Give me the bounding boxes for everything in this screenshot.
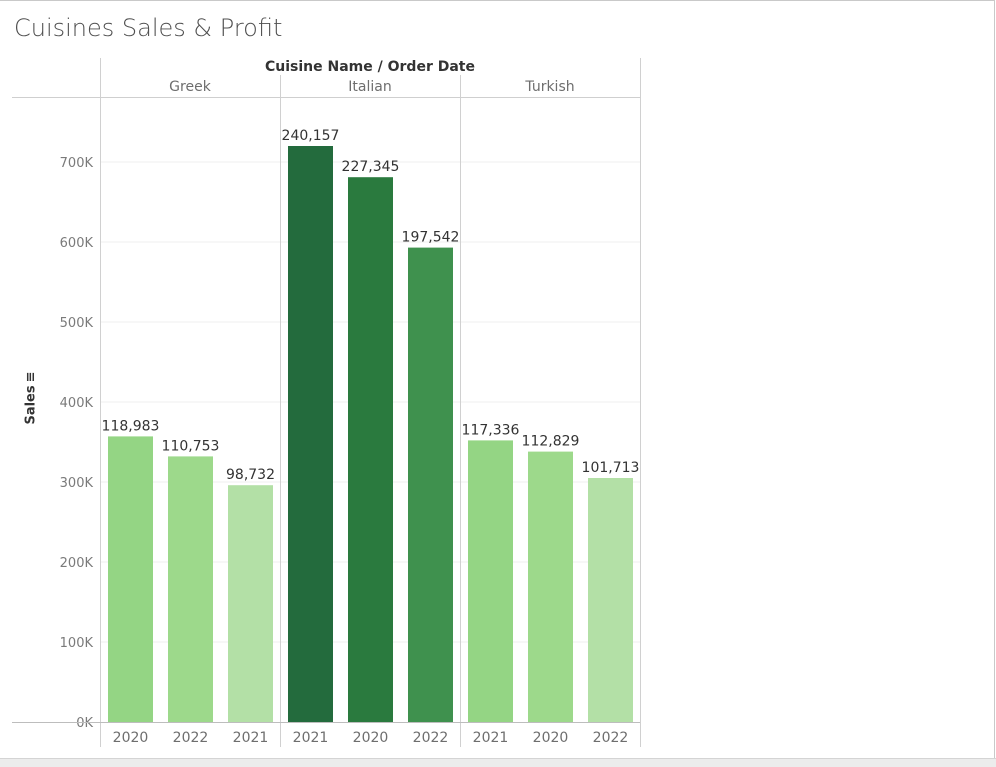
y-tick-label-200K: 200K xyxy=(60,556,94,571)
y-tick-label-0K: 0K xyxy=(76,716,93,731)
y-tick-label-300K: 300K xyxy=(60,476,94,491)
cuisine-label-greek: Greek xyxy=(169,79,211,95)
data-label-turkish-2021: 117,336 xyxy=(462,422,520,438)
x-tick-label-greek-2020: 2020 xyxy=(113,730,149,746)
bottom-scrollbar-strip[interactable] xyxy=(0,758,996,767)
y-tick-label-600K: 600K xyxy=(60,236,94,251)
x-tick-label-turkish-2022: 2022 xyxy=(593,730,629,746)
bar-italian-2020[interactable] xyxy=(348,177,393,722)
bar-greek-2022[interactable] xyxy=(168,456,213,722)
x-tick-label-greek-2022: 2022 xyxy=(173,730,209,746)
data-label-italian-2020: 227,345 xyxy=(342,159,400,175)
column-header-label: Cuisine Name / Order Date xyxy=(265,59,475,75)
y-tick-label-500K: 500K xyxy=(60,316,94,331)
bar-turkish-2021[interactable] xyxy=(468,440,513,722)
x-tick-label-italian-2022: 2022 xyxy=(413,730,449,746)
bar-turkish-2022[interactable] xyxy=(588,478,633,722)
x-tick-label-turkish-2021: 2021 xyxy=(473,730,509,746)
data-label-greek-2021: 98,732 xyxy=(226,467,275,483)
bar-italian-2022[interactable] xyxy=(408,247,453,722)
data-label-italian-2021: 240,157 xyxy=(282,128,340,144)
data-label-greek-2022: 110,753 xyxy=(162,438,220,454)
data-label-turkish-2020: 112,829 xyxy=(522,434,580,450)
chart-title: Cuisines Sales & Profit xyxy=(14,14,283,42)
y-tick-label-700K: 700K xyxy=(60,156,94,171)
bar-turkish-2020[interactable] xyxy=(528,451,573,722)
x-tick-label-greek-2021: 2021 xyxy=(233,730,269,746)
x-tick-label-turkish-2020: 2020 xyxy=(533,730,569,746)
bar-italian-2021[interactable] xyxy=(288,146,333,722)
data-label-italian-2022: 197,542 xyxy=(402,230,460,246)
data-label-turkish-2022: 101,713 xyxy=(582,460,640,476)
x-tick-label-italian-2020: 2020 xyxy=(353,730,389,746)
data-label-greek-2020: 118,983 xyxy=(102,418,160,434)
bar-greek-2021[interactable] xyxy=(228,485,273,722)
cuisine-label-turkish: Turkish xyxy=(525,79,575,95)
x-tick-label-italian-2021: 2021 xyxy=(293,730,329,746)
y-tick-label-100K: 100K xyxy=(60,636,94,651)
bar-greek-2020[interactable] xyxy=(108,436,153,722)
y-tick-label-400K: 400K xyxy=(60,396,94,411)
cuisine-label-italian: Italian xyxy=(348,79,392,95)
